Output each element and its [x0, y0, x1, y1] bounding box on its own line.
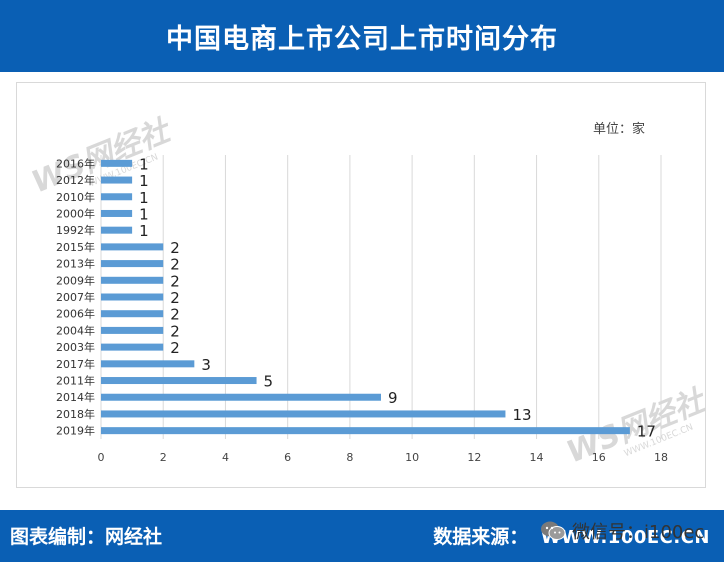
data-source: 数据来源： WWW.100EC.CN: [433, 522, 710, 549]
source-url: WWW.100EC.CN: [540, 527, 710, 548]
category-label: 2000年: [56, 206, 95, 220]
category-label: 2010年: [56, 190, 95, 204]
bar: [101, 310, 164, 318]
category-label: 2009年: [56, 273, 95, 287]
bar: [101, 159, 133, 167]
wechat-icon: [540, 520, 566, 542]
data-label: 9: [388, 389, 398, 407]
bar: [101, 260, 164, 268]
data-label: 1: [139, 172, 149, 190]
x-tick-label: 10: [405, 451, 419, 464]
category-label: 2004年: [56, 323, 95, 337]
x-tick-label: 14: [530, 451, 544, 464]
bar: [101, 226, 133, 234]
category-label: 2003年: [56, 340, 95, 354]
x-tick-label: 18: [654, 451, 668, 464]
footer-banner: 图表编制：网经社 数据来源： WWW.100EC.CN: [0, 510, 724, 562]
x-tick-label: 0: [98, 451, 105, 464]
category-label: 2014年: [56, 390, 95, 404]
bar: [101, 209, 133, 217]
unit-label: 单位：家: [593, 121, 645, 137]
wechat-label: 微信号：i100ec: [572, 522, 705, 543]
data-label: 2: [170, 306, 180, 324]
bar: [101, 176, 133, 184]
x-tick-label: 6: [284, 451, 291, 464]
category-label: 2011年: [56, 374, 95, 388]
bar: [101, 393, 381, 401]
category-label: 2018年: [56, 407, 95, 421]
bar: [101, 360, 195, 368]
category-labels: 2016年 2012年 2010年 2000年 1992年 2015年 2013年 2009年…: [56, 156, 95, 437]
category-label: 2017年: [56, 357, 95, 371]
x-tick-label: 12: [467, 451, 481, 464]
data-label: 3: [201, 356, 211, 374]
source-label: 数据来源：: [433, 526, 529, 548]
page-title: 中国电商上市公司上市时间分布: [166, 23, 558, 55]
data-label: 1: [139, 155, 149, 173]
data-label: 1: [139, 205, 149, 223]
data-label: 2: [170, 339, 180, 357]
bar: [101, 377, 257, 385]
data-label: 2: [170, 322, 180, 340]
bar: [101, 343, 164, 351]
x-tick-labels: 0 2 4 6 8 10 12 14 16 18: [98, 451, 669, 464]
category-label: 2007年: [56, 290, 95, 304]
data-label: 2: [170, 272, 180, 290]
x-tick-label: 16: [592, 451, 606, 464]
category-label: 2016年: [56, 156, 95, 170]
bar: [101, 427, 630, 435]
category-label: 2019年: [56, 424, 95, 438]
x-tick-label: 2: [160, 451, 167, 464]
category-label: 2006年: [56, 307, 95, 321]
bar: [101, 293, 164, 301]
x-tick-label: 8: [346, 451, 353, 464]
category-label: 2012年: [56, 173, 95, 187]
data-label: 1: [139, 222, 149, 240]
bar: [101, 276, 164, 284]
category-label: 2015年: [56, 240, 95, 254]
x-tick-label: 4: [222, 451, 229, 464]
bar: [101, 243, 164, 251]
data-label: 5: [264, 373, 274, 391]
header-banner: 中国电商上市公司上市时间分布: [0, 0, 724, 72]
bars: [101, 159, 630, 435]
data-label: 1: [139, 189, 149, 207]
bar: [101, 410, 506, 418]
chart-card: WS网经社 WWW.100EC.CN WS网经社 WWW.100EC.CN 2016年…: [16, 82, 712, 488]
wechat-badge: 微信号：i100ec: [540, 518, 704, 544]
category-label: 2013年: [56, 257, 95, 271]
data-label: 2: [170, 256, 180, 274]
data-label: 2: [170, 289, 180, 307]
category-label: 1992年: [56, 223, 95, 237]
data-label: 17: [637, 423, 656, 441]
chart-credit: 图表编制：网经社: [10, 526, 163, 548]
bar: [101, 326, 164, 334]
data-label: 2: [170, 239, 180, 257]
data-label: 13: [512, 406, 531, 424]
bar: [101, 193, 133, 201]
